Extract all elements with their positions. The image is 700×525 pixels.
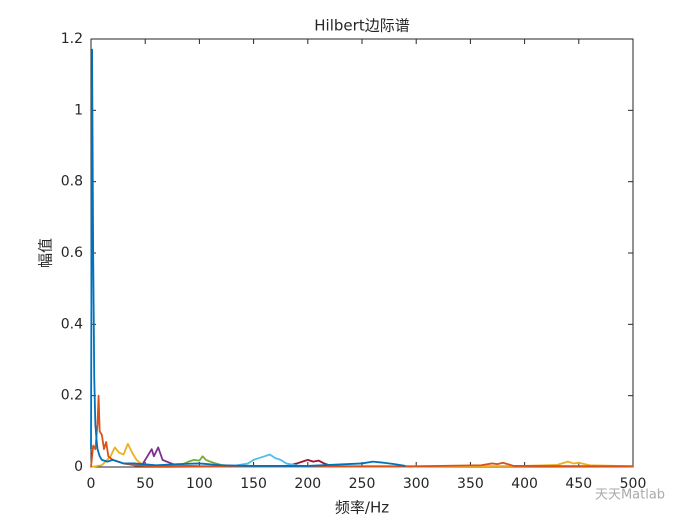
y-tick-label: 0.4 — [61, 316, 83, 332]
x-tick-label: 450 — [565, 476, 592, 492]
series-line — [90, 48, 406, 467]
x-tick-label: 0 — [87, 476, 96, 492]
chart-title: Hilbert边际谱 — [314, 17, 409, 35]
plot-box — [90, 38, 634, 468]
y-tick-label: 0 — [74, 459, 83, 475]
x-axis-label: 频率/Hz — [335, 499, 389, 517]
y-tick-label: 0.2 — [61, 388, 83, 404]
y-tick-label: 0.6 — [61, 245, 83, 261]
x-tick-label: 200 — [294, 476, 321, 492]
x-tick-label: 100 — [186, 476, 213, 492]
y-axis-label: 幅值 — [37, 238, 55, 268]
watermark: 天天Matlab — [595, 488, 665, 503]
x-tick-label: 50 — [136, 476, 154, 492]
x-tick-label: 500 — [620, 476, 647, 492]
y-tick-label: 1 — [74, 102, 83, 118]
x-tick-label: 400 — [511, 476, 538, 492]
y-tick-label: 0.8 — [61, 174, 83, 190]
x-tick-label: 250 — [349, 476, 376, 492]
x-tick-label: 150 — [240, 476, 267, 492]
x-tick-label: 300 — [403, 476, 430, 492]
y-tick-label: 1.2 — [61, 31, 83, 47]
x-tick-label: 350 — [457, 476, 484, 492]
